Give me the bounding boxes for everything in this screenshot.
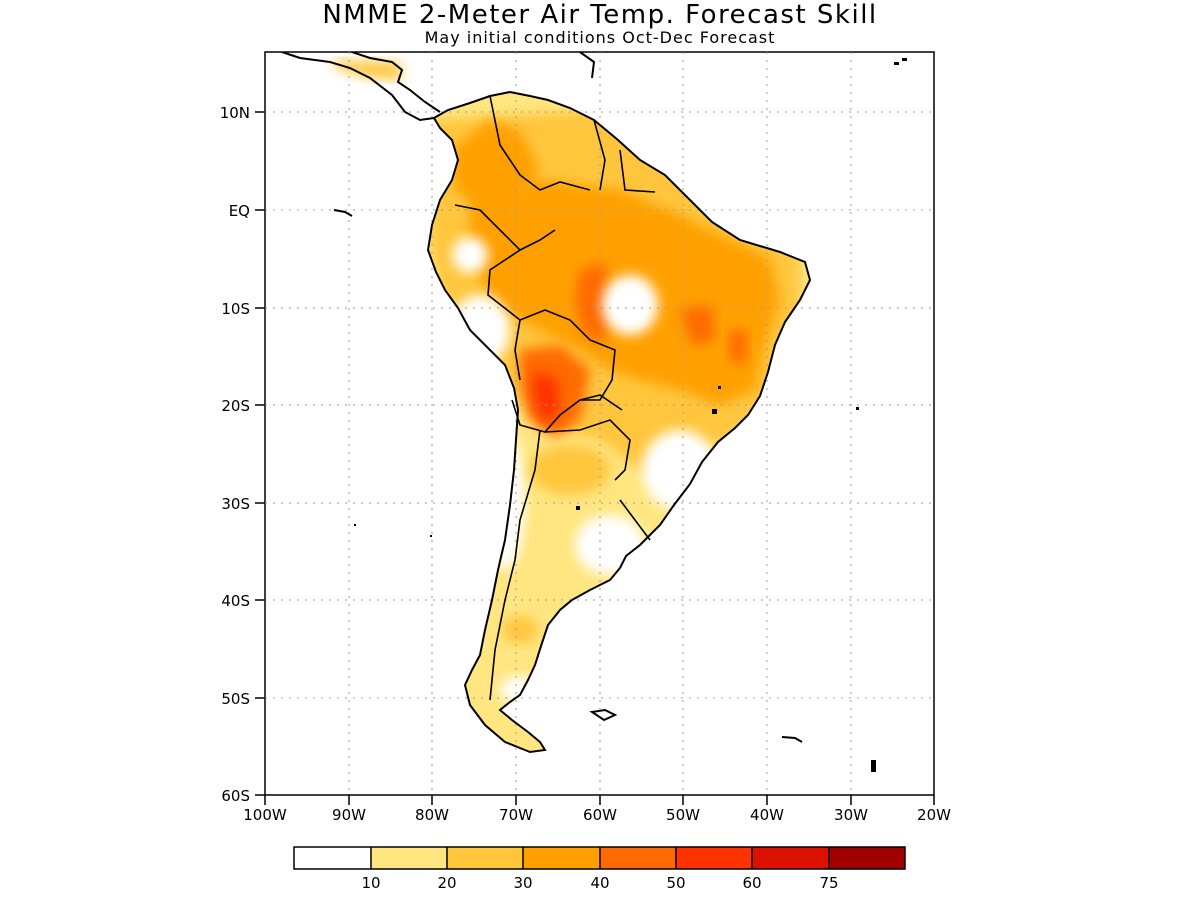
lon-label: 20W [917, 806, 951, 824]
lat-label: 10N [220, 104, 250, 122]
falklands [589, 708, 618, 722]
colorbar-label: 30 [513, 874, 532, 892]
coastlines [281, 52, 811, 753]
lon-label: 90W [332, 806, 366, 824]
skill-region-bahia [728, 330, 748, 365]
lon-label: 80W [415, 806, 449, 824]
map-title: NMME 2-Meter Air Temp. Forecast Skill [322, 0, 878, 30]
galapagos [333, 209, 353, 217]
lat-label: 30S [221, 495, 250, 513]
skill-region-central-brazil [575, 262, 612, 345]
colorbar-label: 40 [590, 874, 609, 892]
skill-region-colombia [452, 120, 540, 205]
colorbar: 10 20 30 40 50 60 75 [293, 846, 906, 892]
lat-label: 20S [221, 397, 250, 415]
skill-patagonia-patch [502, 616, 538, 644]
skill-region-bolivia-core [532, 372, 560, 425]
colorbar-label: 75 [819, 874, 838, 892]
central-america-coast [281, 52, 435, 122]
lat-label: EQ [229, 202, 250, 220]
colorbar-swatch [600, 847, 676, 869]
lat-label: 10S [221, 300, 250, 318]
colorbar-swatch [829, 847, 905, 869]
lon-label: 100W [243, 806, 287, 824]
colorbar-swatch [676, 847, 752, 869]
central-america-coast-north [351, 52, 441, 113]
lat-label: 60S [221, 787, 250, 805]
colorbar-label: 50 [666, 874, 685, 892]
lon-label: 30W [834, 806, 868, 824]
skill-central-america [330, 60, 402, 80]
skill-chaco-patch [530, 445, 610, 495]
country-borders [454, 95, 656, 701]
lon-label: 70W [499, 806, 533, 824]
colorbar-label: 60 [742, 874, 761, 892]
colorbar-swatch [447, 847, 523, 869]
caribbean-islands [579, 52, 596, 79]
colorbar-swatch [294, 847, 371, 869]
lon-label: 50W [666, 806, 700, 824]
colorbar-label: 10 [361, 874, 380, 892]
colorbar-swatch [371, 847, 447, 869]
small-islands [354, 58, 907, 772]
axis-ticks [255, 111, 935, 805]
map-subtitle: May initial conditions Oct-Dec Forecast [424, 28, 776, 47]
lat-labels: 10N EQ 10S 20S 30S 40S 50S 60S [220, 104, 250, 805]
lat-label: 50S [221, 690, 250, 708]
colorbar-swatch [752, 847, 829, 869]
lon-labels: 100W 90W 80W 70W 60W 50W 40W 30W 20W [243, 806, 951, 824]
lon-label: 40W [750, 806, 784, 824]
colorbar-swatch [523, 847, 600, 869]
skill-region-east-brazil [680, 305, 715, 345]
colorbar-label: 20 [437, 874, 456, 892]
skill-hole-peru [452, 237, 488, 273]
lat-label: 40S [221, 592, 250, 610]
lon-label: 60W [583, 806, 617, 824]
south-georgia [781, 736, 803, 743]
skill-hole-center [602, 275, 658, 335]
